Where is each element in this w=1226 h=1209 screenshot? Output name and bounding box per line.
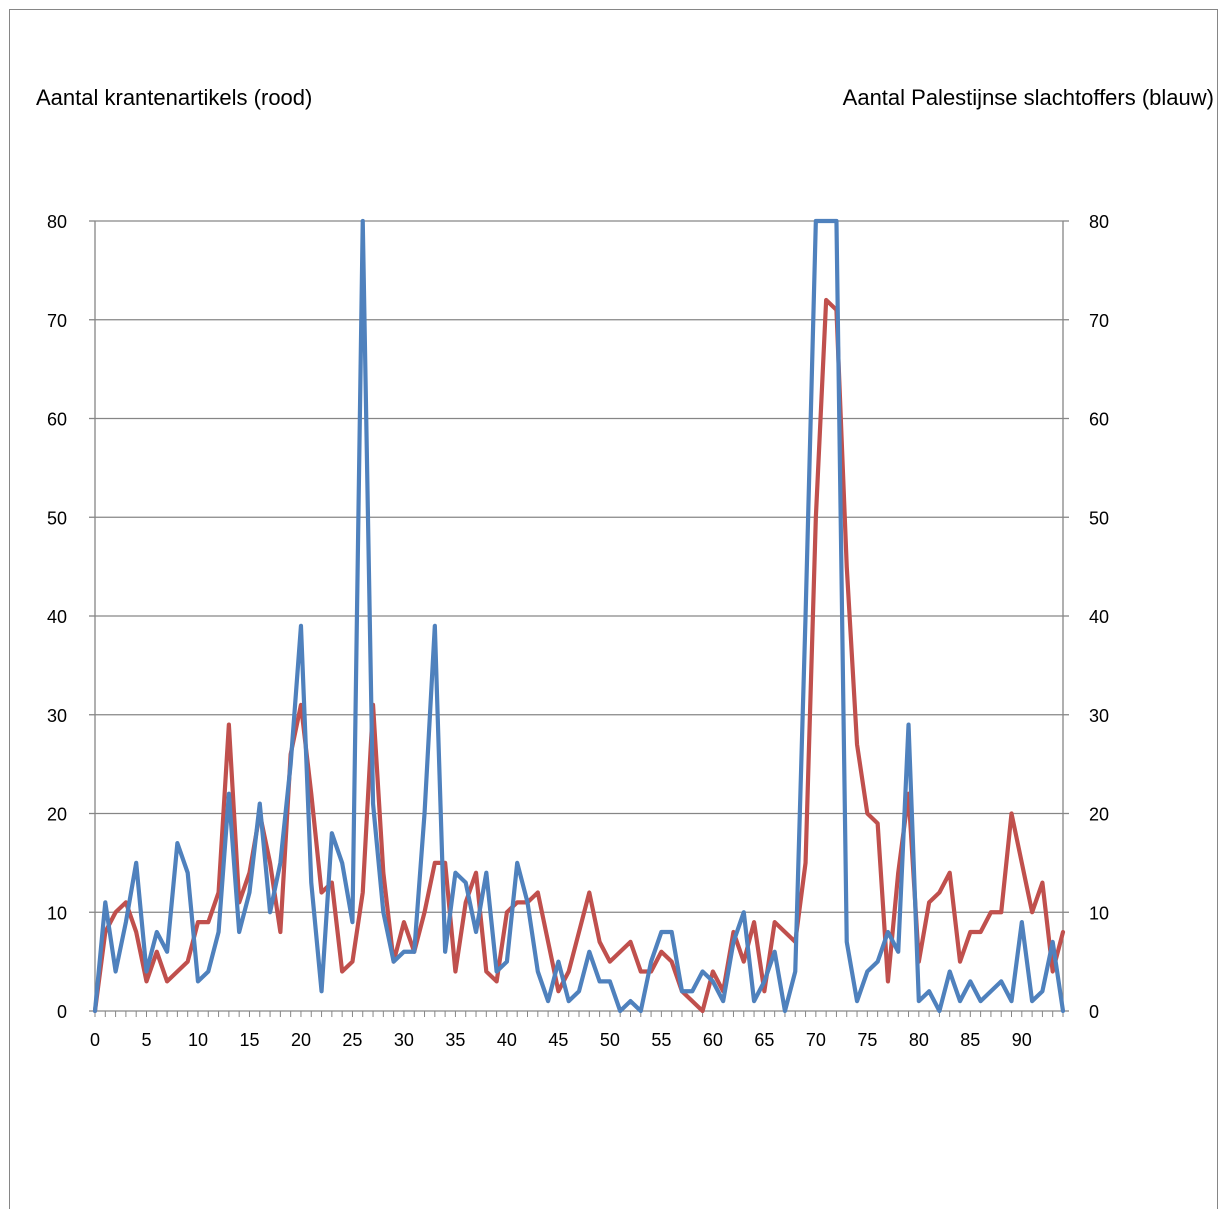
x-tick-label: 15 xyxy=(239,1030,259,1050)
x-tick-label: 10 xyxy=(188,1030,208,1050)
series-lines xyxy=(92,218,1066,1014)
tick-labels: 0 0 10 10 20 20 30 30 40 40 50 50 60 60 70 70 80 80 0 5 10 15… xyxy=(47,212,1109,1050)
right-y-tick-label: 20 xyxy=(1089,805,1109,825)
chart-frame xyxy=(9,9,1218,1209)
right-axis-title: Aantal Palestijnse slachtoffers (blauw) xyxy=(842,85,1214,110)
left-axis-title: Aantal krantenartikels (rood) xyxy=(36,85,313,110)
right-y-tick-label: 60 xyxy=(1089,410,1109,430)
x-tick-label: 65 xyxy=(754,1030,774,1050)
left-y-tick-label: 30 xyxy=(47,706,67,726)
right-y-tick-label: 30 xyxy=(1089,706,1109,726)
x-tick-label: 0 xyxy=(90,1030,100,1050)
axes xyxy=(89,220,1069,1017)
x-tick-label: 55 xyxy=(651,1030,671,1050)
left-y-tick-label: 20 xyxy=(47,805,67,825)
series-line-red xyxy=(92,297,1066,1014)
x-tick-label: 90 xyxy=(1012,1030,1032,1050)
x-tick-label: 80 xyxy=(909,1030,929,1050)
left-y-tick-label: 0 xyxy=(57,1002,67,1022)
x-tick-label: 85 xyxy=(960,1030,980,1050)
x-tick-label: 20 xyxy=(291,1030,311,1050)
x-tick-label: 40 xyxy=(497,1030,517,1050)
left-y-tick-label: 60 xyxy=(47,410,67,430)
right-y-tick-label: 80 xyxy=(1089,212,1109,232)
x-tick-label: 5 xyxy=(141,1030,151,1050)
grid-lines xyxy=(95,220,1063,913)
left-y-tick-label: 70 xyxy=(47,311,67,331)
right-y-tick-label: 0 xyxy=(1089,1002,1099,1022)
right-y-tick-label: 70 xyxy=(1089,311,1109,331)
right-y-tick-label: 50 xyxy=(1089,508,1109,528)
x-tick-label: 30 xyxy=(394,1030,414,1050)
x-tick-label: 25 xyxy=(342,1030,362,1050)
left-y-tick-label: 80 xyxy=(47,212,67,232)
x-tick-label: 70 xyxy=(806,1030,826,1050)
left-y-tick-label: 40 xyxy=(47,607,67,627)
right-y-tick-label: 40 xyxy=(1089,607,1109,627)
x-tick-label: 35 xyxy=(445,1030,465,1050)
right-y-tick-label: 10 xyxy=(1089,903,1109,923)
x-tick-label: 50 xyxy=(600,1030,620,1050)
series-line-blue xyxy=(92,218,1066,1014)
left-y-tick-label: 10 xyxy=(47,903,67,923)
x-tick-label: 60 xyxy=(703,1030,723,1050)
x-tick-label: 45 xyxy=(548,1030,568,1050)
x-tick-label: 75 xyxy=(857,1030,877,1050)
left-y-tick-label: 50 xyxy=(47,508,67,528)
